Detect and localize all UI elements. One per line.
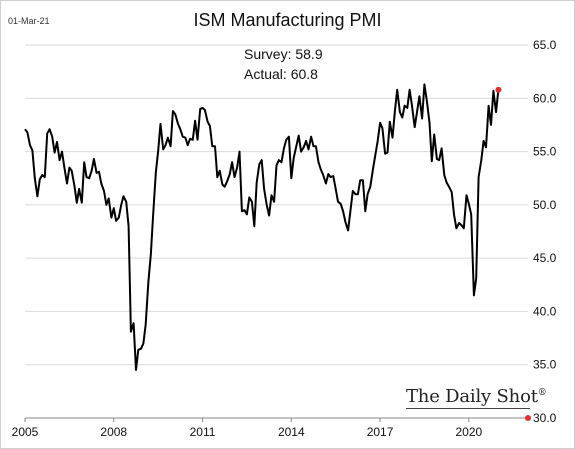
- date-stamp: 01-Mar-21: [8, 16, 50, 26]
- actual-annotation: Actual: 60.8: [244, 66, 318, 82]
- logo-underline: [406, 408, 530, 409]
- y-tick-label: 40.0: [533, 304, 557, 318]
- axis-corner-marker: [525, 415, 531, 421]
- latest-value-marker: [495, 86, 502, 93]
- chart-title: ISM Manufacturing PMI: [193, 10, 382, 30]
- pmi-series-line: [24, 83, 500, 371]
- x-tick-label: 2008: [100, 425, 127, 439]
- daily-shot-logo: The Daily Shot®: [406, 386, 547, 407]
- x-tick-label: 2020: [455, 425, 482, 439]
- x-tick-label: 2014: [278, 425, 305, 439]
- x-tick-label: 2011: [190, 425, 216, 439]
- y-tick-label: 30.0: [533, 411, 557, 425]
- x-tick-label: 2005: [12, 425, 39, 439]
- x-tick-label: 2017: [367, 425, 394, 439]
- y-axis: 30.0 35.0 40.0 45.0 50.0 55.0 60.0 65.0: [533, 38, 557, 425]
- y-tick-label: 45.0: [533, 251, 557, 265]
- registered-mark: ®: [537, 388, 547, 398]
- y-tick-label: 60.0: [533, 91, 557, 105]
- logo-text: The Daily Shot: [406, 386, 538, 407]
- y-tick-label: 55.0: [533, 145, 557, 159]
- y-tick-label: 35.0: [533, 358, 557, 372]
- survey-annotation: Survey: 58.9: [244, 46, 323, 62]
- y-tick-label: 50.0: [533, 198, 557, 212]
- highlight-markers: [495, 86, 531, 421]
- y-tick-label: 65.0: [533, 38, 557, 52]
- x-axis: 2005 2008 2011 2014 2017 2020: [12, 417, 528, 439]
